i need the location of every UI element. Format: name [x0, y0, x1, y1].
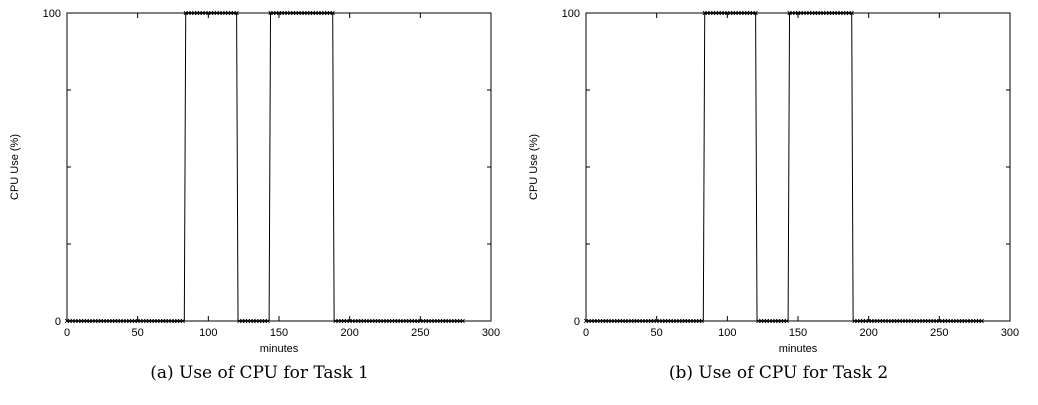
x-tick-label-a: 0 [64, 327, 70, 339]
y-tick-label-a: 0 [55, 316, 61, 328]
data-point-b [753, 10, 758, 16]
x-axis-label-a: minutes [260, 343, 299, 355]
x-tick-label-b: 300 [1001, 327, 1019, 339]
x-tick-label-a: 300 [482, 327, 500, 339]
data-point-a [330, 10, 335, 16]
chart-panel-a: 0 50 100 150 200 250 300 0 100 minutes CPU Use (%)… [9, 8, 500, 383]
x-tick-label-a: 200 [340, 327, 358, 339]
data-point-a [180, 318, 186, 324]
data-point-a [234, 10, 239, 16]
y-tick-label-b: 0 [574, 316, 580, 328]
y-tick-label-b: 100 [562, 8, 580, 20]
y-tick-label-a: 100 [43, 8, 61, 20]
chart-a-svg: 0 50 100 150 200 250 300 0 100 minutes CPU Use (%) [9, 8, 500, 355]
chart-a-caption: (a) Use of CPU for Task 1 [150, 363, 369, 383]
x-tick-label-b: 50 [651, 327, 663, 339]
data-point-b [699, 318, 705, 324]
x-tick-label-b: 0 [583, 327, 589, 339]
chart-panel-b: 0 50 100 150 200 250 300 0 100 minutes CPU Use (%)… [519, 0, 1038, 405]
data-point-b [979, 318, 984, 324]
series-line-b [586, 12, 982, 322]
x-tick-label-b: 150 [789, 327, 807, 339]
data-point-a [265, 318, 270, 324]
x-tick-label-b: 250 [930, 327, 948, 339]
x-tick-label-a: 150 [270, 327, 288, 339]
series-line-a [67, 12, 463, 322]
x-tick-label-a: 100 [199, 327, 217, 339]
x-tick-label-b: 100 [718, 327, 736, 339]
x-tick-label-a: 250 [411, 327, 429, 339]
chart-b-svg: 0 50 100 150 200 250 300 0 100 minutes CPU Use (%) [528, 8, 1019, 355]
x-tick-label-b: 200 [859, 327, 877, 339]
y-axis-label-b: CPU Use (%) [528, 134, 540, 200]
x-axis-label-b: minutes [779, 343, 818, 355]
x-tick-label-a: 50 [132, 327, 144, 339]
data-point-b [849, 10, 854, 16]
plot-frame-b [585, 12, 1011, 322]
plot-frame-a [66, 12, 492, 322]
y-axis-label-a: CPU Use (%) [9, 134, 21, 200]
data-point-a [460, 318, 465, 324]
data-point-b [784, 318, 789, 324]
chart-b-caption: (b) Use of CPU for Task 2 [668, 363, 889, 383]
